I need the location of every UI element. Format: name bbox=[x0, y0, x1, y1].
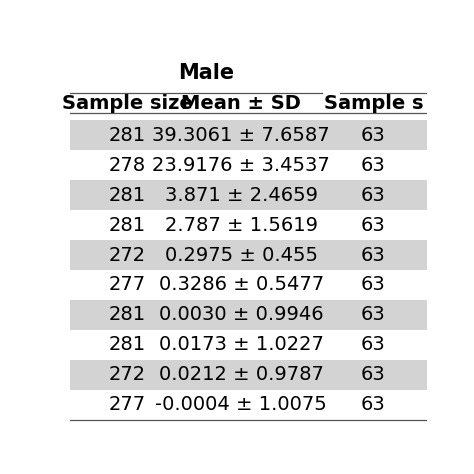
Text: 63: 63 bbox=[361, 305, 386, 324]
Text: 281: 281 bbox=[109, 305, 146, 324]
Text: 277: 277 bbox=[109, 275, 146, 294]
Text: 39.3061 ± 7.6587: 39.3061 ± 7.6587 bbox=[152, 126, 330, 145]
Text: 63: 63 bbox=[361, 156, 386, 175]
Text: 281: 281 bbox=[109, 186, 146, 205]
FancyBboxPatch shape bbox=[70, 360, 427, 390]
Text: 63: 63 bbox=[361, 275, 386, 294]
Text: 63: 63 bbox=[361, 216, 386, 235]
Text: Mean ± SD: Mean ± SD bbox=[181, 94, 301, 113]
Text: 63: 63 bbox=[361, 335, 386, 355]
Text: 281: 281 bbox=[109, 126, 146, 145]
Text: 63: 63 bbox=[361, 365, 386, 384]
Text: 272: 272 bbox=[109, 246, 146, 264]
Text: Sample s: Sample s bbox=[324, 94, 423, 113]
Text: 63: 63 bbox=[361, 395, 386, 414]
Text: 272: 272 bbox=[109, 365, 146, 384]
FancyBboxPatch shape bbox=[70, 180, 427, 210]
Text: 63: 63 bbox=[361, 246, 386, 264]
Text: 63: 63 bbox=[361, 126, 386, 145]
Text: Sample size: Sample size bbox=[62, 94, 192, 113]
Text: Male: Male bbox=[178, 64, 234, 83]
Text: 0.0173 ± 1.0227: 0.0173 ± 1.0227 bbox=[159, 335, 324, 355]
Text: 0.0212 ± 0.9787: 0.0212 ± 0.9787 bbox=[159, 365, 324, 384]
Text: 3.871 ± 2.4659: 3.871 ± 2.4659 bbox=[164, 186, 318, 205]
FancyBboxPatch shape bbox=[70, 240, 427, 270]
Text: 278: 278 bbox=[109, 156, 146, 175]
FancyBboxPatch shape bbox=[70, 120, 427, 150]
Text: 0.3286 ± 0.5477: 0.3286 ± 0.5477 bbox=[158, 275, 324, 294]
Text: 23.9176 ± 3.4537: 23.9176 ± 3.4537 bbox=[152, 156, 330, 175]
Text: 0.0030 ± 0.9946: 0.0030 ± 0.9946 bbox=[159, 305, 323, 324]
Text: 281: 281 bbox=[109, 216, 146, 235]
FancyBboxPatch shape bbox=[70, 300, 427, 330]
Text: 2.787 ± 1.5619: 2.787 ± 1.5619 bbox=[164, 216, 318, 235]
Text: 0.2975 ± 0.455: 0.2975 ± 0.455 bbox=[164, 246, 318, 264]
Text: 63: 63 bbox=[361, 186, 386, 205]
Text: 277: 277 bbox=[109, 395, 146, 414]
Text: -0.0004 ± 1.0075: -0.0004 ± 1.0075 bbox=[155, 395, 327, 414]
Text: 281: 281 bbox=[109, 335, 146, 355]
